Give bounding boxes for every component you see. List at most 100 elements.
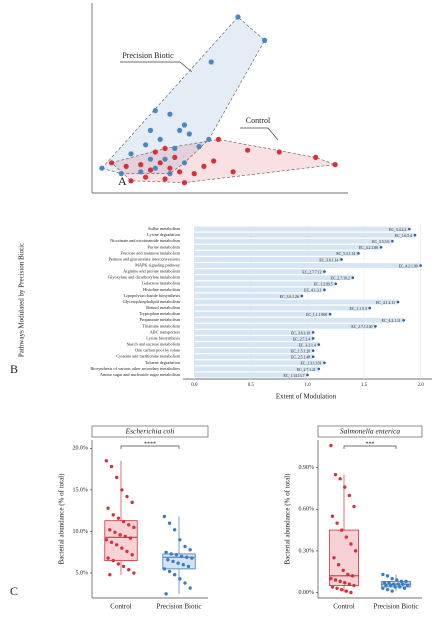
point [245,147,251,153]
point [127,523,131,527]
point [185,555,189,559]
point [276,149,282,155]
point [335,521,339,525]
point [395,578,399,582]
x-tick-label: Precision Biotic [157,603,202,611]
point [173,528,177,532]
point [306,373,309,377]
y-tick-label: Propanoate metabolism [140,317,181,322]
point [132,571,136,575]
significance-bracket [343,445,397,449]
axis-title: Bacterial abundance (% of total) [58,473,66,565]
point [330,585,335,589]
point [405,583,410,588]
point [332,162,338,168]
point [188,548,192,552]
point-label: EC_4.2.1.11 [382,319,401,323]
hull [110,139,336,183]
point [186,564,191,569]
annotation-leader [240,127,279,141]
point [349,542,353,546]
point [215,136,222,142]
point [177,169,183,175]
point-label: EC_2.7.10.2 [331,277,350,281]
point [125,494,129,499]
point [381,586,385,590]
point [143,174,149,180]
point [191,171,197,177]
y-tick-label: Toluene degradation [145,360,181,365]
point [99,165,105,171]
point [347,582,352,586]
point-label: EC_1.3.1.101 [300,362,321,366]
point-label: EC_1.6.5.4 [395,234,412,238]
point [132,525,136,530]
point [357,252,360,255]
point [138,162,144,168]
hull [101,16,266,174]
point-label: EC_3.4.2.2 [389,228,406,232]
point [130,553,134,557]
point [113,530,117,535]
bar [194,281,336,287]
point [108,573,112,577]
point [404,579,408,584]
point [387,581,391,585]
point [178,538,182,542]
bar [194,257,342,262]
point-label: EC_1.2.99.5 [314,283,333,287]
bar [194,317,404,323]
y-tick-label: Thiamine metabolism [142,323,180,328]
point [167,165,173,171]
point [379,245,383,249]
point [323,288,326,292]
point [338,477,342,481]
bar [194,360,325,366]
point [353,549,358,553]
point-label: EC_3.6.3.10 [291,331,310,335]
point [341,568,345,572]
y-tick-label: Glycerophospholipid metabolism [123,299,181,304]
bar [194,226,410,232]
point [374,325,377,328]
point [313,154,319,160]
point [130,500,134,505]
point [196,144,202,150]
point [104,538,109,542]
bar [194,238,393,244]
point [167,521,172,525]
point [178,577,182,581]
y-tick-label: Cysteine and methionine metabolism [116,354,181,359]
point [401,582,405,586]
point [352,504,356,509]
point [120,546,124,550]
point-label: EC_2.7.1.21 [297,368,316,372]
point [147,167,154,173]
y-tick-label: Histidine metabolism [143,287,181,292]
y-tick-label: MAPK signaling pathway [135,263,181,268]
point [329,443,333,448]
point-label: EC_3.6.1.26 [280,295,299,299]
bar [194,275,353,281]
point [162,514,167,519]
point [402,318,406,322]
point [190,556,194,560]
y-tick-label: 10.0% [73,529,89,535]
point [211,158,217,164]
y-tick-label: 0.60% [299,507,315,513]
point [162,176,168,182]
point-label: EC_1.14.13.7 [284,374,305,378]
point-label: EC_3.6.1.14 [319,258,338,262]
point [393,585,397,589]
point [181,160,188,166]
point [152,165,158,171]
point [108,528,112,532]
point-label: EC_2.7.7.12 [302,270,321,274]
point [339,528,344,532]
point [108,160,115,166]
x-tick-label: Precision Biotic [374,603,419,611]
point [171,559,175,564]
point-label: EC_4.2.1.80 [359,246,378,250]
point [162,145,168,151]
point [351,276,355,279]
